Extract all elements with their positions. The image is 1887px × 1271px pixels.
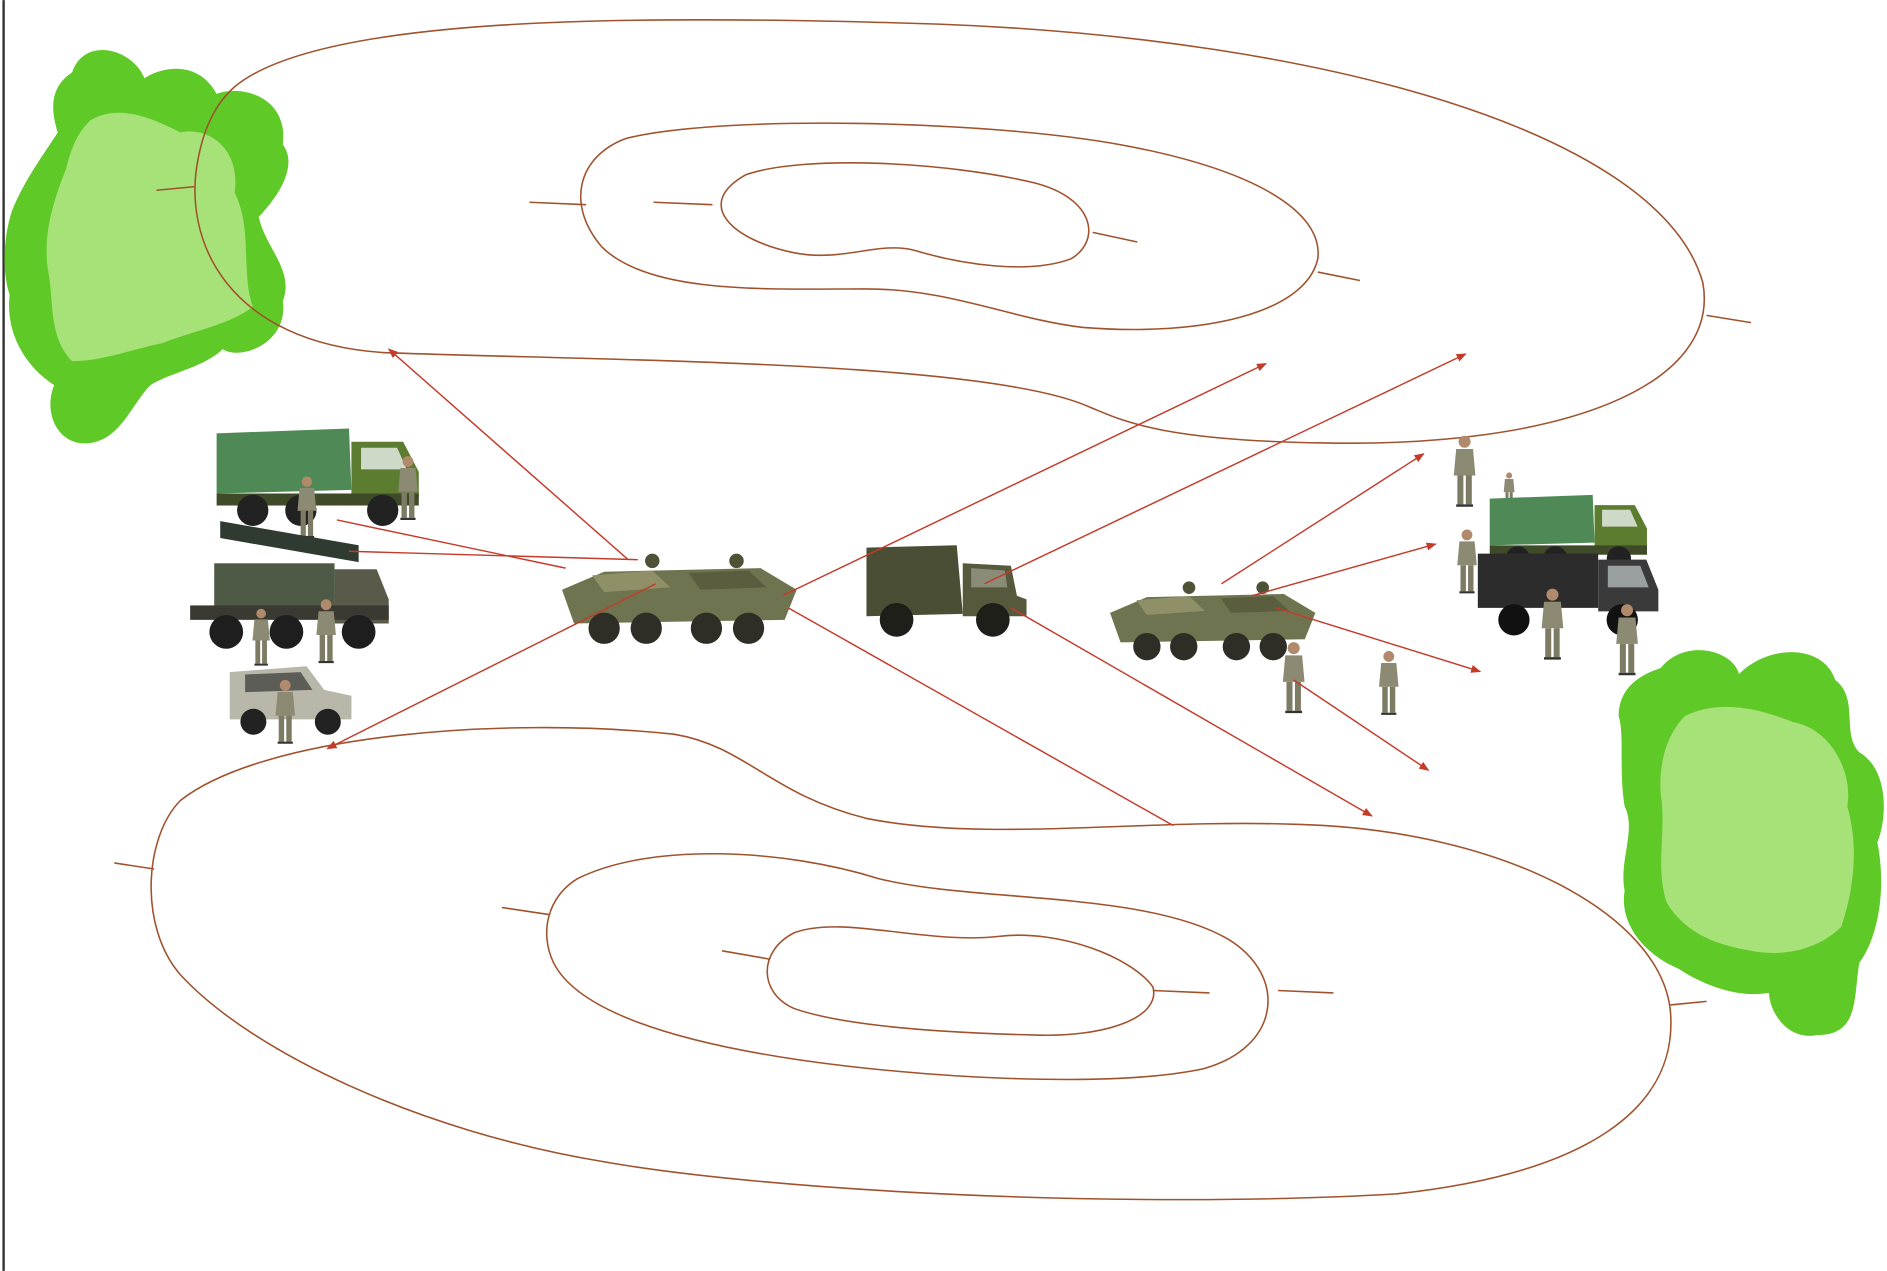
arrow: [984, 354, 1465, 584]
cargo-truck: [217, 429, 419, 526]
contour: [195, 20, 1704, 444]
crane-truck: [190, 521, 389, 649]
armored-truck: [866, 545, 1026, 636]
arrow: [1221, 454, 1423, 584]
contour-tick: [114, 863, 154, 869]
arrow: [389, 349, 628, 560]
contour-tick: [653, 202, 712, 204]
contour: [547, 854, 1268, 1080]
contour-tick: [1093, 232, 1138, 242]
link-line: [337, 520, 566, 568]
arrow: [782, 364, 1266, 596]
contour-tick: [1153, 991, 1210, 993]
apc: [562, 554, 797, 644]
arrow: [1294, 680, 1429, 770]
soldier: [1454, 436, 1476, 507]
bush: [5, 50, 289, 443]
tactical-map: [0, 0, 1887, 1271]
soldier: [1379, 651, 1398, 715]
contour-tick: [1318, 272, 1360, 280]
soldier: [1457, 529, 1476, 593]
arrow: [1252, 544, 1436, 596]
contour-tick: [722, 951, 770, 959]
contour-tick: [1706, 315, 1751, 322]
contour: [721, 163, 1089, 267]
contour: [151, 728, 1671, 1200]
contour: [767, 927, 1154, 1035]
bush: [1619, 650, 1884, 1036]
contour: [581, 123, 1318, 329]
contour-tick: [1670, 1001, 1706, 1005]
apc: [1110, 581, 1315, 660]
contour-tick: [502, 907, 550, 914]
arrow: [788, 608, 1173, 826]
page: {}: [0, 0, 1887, 1271]
contour-tick: [1278, 991, 1333, 993]
soldier: [1283, 642, 1305, 713]
right-group: [1454, 436, 1659, 675]
arrow: [1276, 608, 1481, 672]
contour-tick: [530, 202, 587, 204]
left-group: [190, 429, 419, 744]
